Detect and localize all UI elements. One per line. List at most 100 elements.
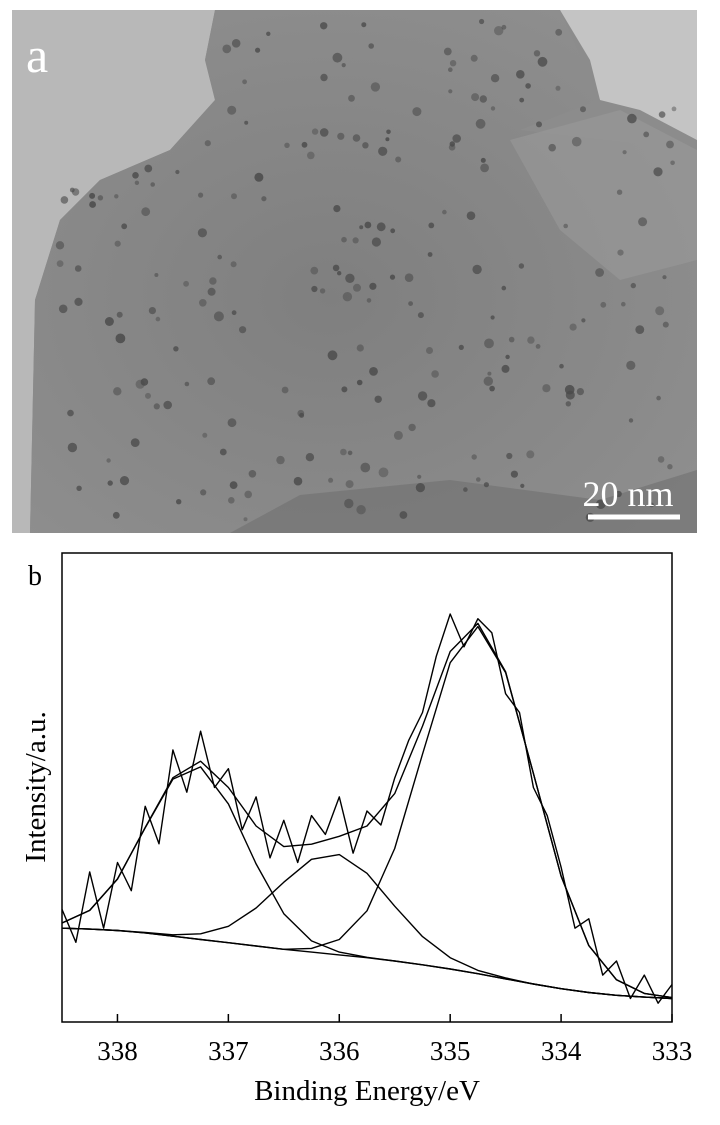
xps-chart: b Binding Energy/eV Intensity/a.u. 338 33… <box>20 552 693 1107</box>
nanoparticle <box>510 470 518 478</box>
nanoparticle <box>356 505 366 515</box>
nanoparticle <box>320 22 328 30</box>
nanoparticle <box>89 201 96 208</box>
nanoparticle <box>213 311 224 322</box>
nanoparticle <box>369 367 378 376</box>
nanoparticle <box>415 483 425 493</box>
nanoparticle <box>527 336 535 344</box>
nanoparticle <box>311 285 318 293</box>
nanoparticle <box>376 222 386 232</box>
nanoparticle <box>333 205 341 213</box>
nanoparticle <box>231 39 241 48</box>
nanoparticle <box>228 497 235 504</box>
nanoparticle <box>448 67 453 72</box>
nanoparticle <box>385 137 390 142</box>
nanoparticle <box>319 128 329 137</box>
nanoparticle <box>89 192 96 199</box>
nanoparticle <box>217 254 222 260</box>
tem-image: a 20 nm <box>12 10 697 533</box>
nanoparticle <box>533 50 541 57</box>
nanoparticle <box>442 209 447 215</box>
nanoparticle <box>627 113 637 124</box>
nanoparticle <box>227 105 237 115</box>
nanoparticle <box>505 354 510 360</box>
nanoparticle <box>389 274 396 280</box>
nanoparticle <box>144 164 153 173</box>
nanoparticle <box>332 52 343 63</box>
nanoparticle <box>449 60 457 67</box>
nanoparticle <box>471 454 477 460</box>
nanoparticle <box>163 400 172 410</box>
nanoparticle <box>337 271 342 276</box>
nanoparticle <box>69 187 75 193</box>
nanoparticle <box>113 387 122 396</box>
nanoparticle <box>417 391 428 401</box>
x-tick-label: 338 <box>97 1036 138 1066</box>
nanoparticle <box>662 275 667 280</box>
nanoparticle <box>626 360 636 370</box>
nanoparticle <box>341 236 347 243</box>
nanoparticle <box>628 418 634 423</box>
nanoparticle <box>207 377 216 386</box>
nanoparticle <box>74 297 83 306</box>
nanoparticle <box>345 480 354 489</box>
nanoparticle <box>471 93 480 102</box>
nanoparticle <box>542 384 551 393</box>
nanoparticle <box>76 485 82 491</box>
nanoparticle <box>112 511 120 519</box>
nanoparticle <box>580 106 586 113</box>
nanoparticle <box>327 350 338 361</box>
nanoparticle <box>472 264 482 275</box>
nanoparticle <box>448 144 456 151</box>
nanoparticle <box>427 399 436 408</box>
nanoparticle <box>658 111 666 118</box>
nanoparticle <box>359 225 364 230</box>
nanoparticle <box>202 432 208 438</box>
nanoparticle <box>559 363 564 369</box>
nanoparticle <box>310 266 319 275</box>
spectrum-line <box>61 613 673 1004</box>
nanoparticle <box>428 222 435 229</box>
nanoparticle <box>600 301 607 308</box>
nanoparticle <box>222 44 232 54</box>
nanoparticle <box>480 157 486 163</box>
nanoparticle <box>183 280 190 287</box>
nanoparticle <box>653 167 663 177</box>
x-tick-label: 337 <box>208 1036 249 1066</box>
x-tick-label: 335 <box>430 1036 471 1066</box>
flake-fold <box>230 470 697 533</box>
nanoparticle <box>378 467 389 478</box>
nanoparticle <box>229 481 238 489</box>
nanoparticle <box>106 458 111 463</box>
nanoparticle <box>555 28 563 36</box>
nanoparticle <box>463 487 468 492</box>
nanoparticles <box>55 18 677 522</box>
nanoparticle <box>319 288 326 294</box>
nanoparticle <box>483 482 489 488</box>
nanoparticle <box>341 386 348 393</box>
nanoparticle <box>649 502 654 508</box>
nanoparticle <box>427 252 433 257</box>
nanoparticle <box>519 97 525 103</box>
support-film <box>560 10 697 140</box>
nanoparticle <box>412 107 422 117</box>
nanoparticle <box>525 83 531 89</box>
nanoparticle <box>657 456 665 463</box>
nanoparticle <box>501 24 507 30</box>
nanoparticle <box>595 268 604 277</box>
x-tick-label: 333 <box>652 1036 693 1066</box>
nanoparticle <box>114 240 121 247</box>
nanoparticle <box>293 476 303 486</box>
nanoparticle <box>119 476 130 486</box>
nanoparticle <box>353 283 361 292</box>
nanoparticle <box>635 325 645 334</box>
nanoparticle <box>371 237 381 247</box>
nanoparticle <box>254 172 264 182</box>
nanoparticle <box>352 237 359 244</box>
nanoparticle <box>378 146 388 156</box>
nanoparticle <box>494 26 504 36</box>
nanoparticle <box>615 490 622 498</box>
nanoparticle <box>244 120 249 125</box>
nanoparticle <box>479 18 485 25</box>
